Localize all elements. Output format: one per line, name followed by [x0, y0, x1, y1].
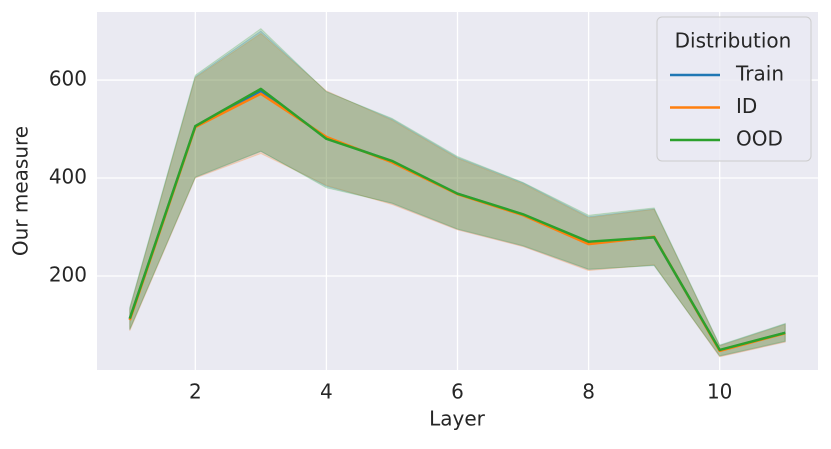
series-line	[128, 87, 786, 352]
x-tick-label: 2	[189, 380, 202, 404]
y-tick-label: 400	[49, 165, 87, 189]
legend-label: ID	[736, 94, 757, 118]
x-tick-label: 8	[582, 380, 595, 404]
x-tick-label: 10	[707, 380, 732, 404]
legend-label: Train	[735, 62, 784, 86]
x-tick-label: 4	[320, 380, 333, 404]
legend-title: Distribution	[675, 29, 792, 53]
legend-box	[656, 16, 812, 162]
y-tick-label: 200	[49, 262, 87, 286]
legend: Distribution Train ID OOD	[656, 16, 812, 162]
x-axis-label: Layer	[429, 407, 486, 431]
plot	[128, 28, 786, 358]
x-tick-label: 6	[451, 380, 464, 404]
confidence-band	[129, 28, 786, 357]
legend-label: OOD	[736, 127, 783, 151]
y-tick-label: 600	[49, 67, 87, 91]
y-axis-label: Our measure	[9, 126, 33, 256]
